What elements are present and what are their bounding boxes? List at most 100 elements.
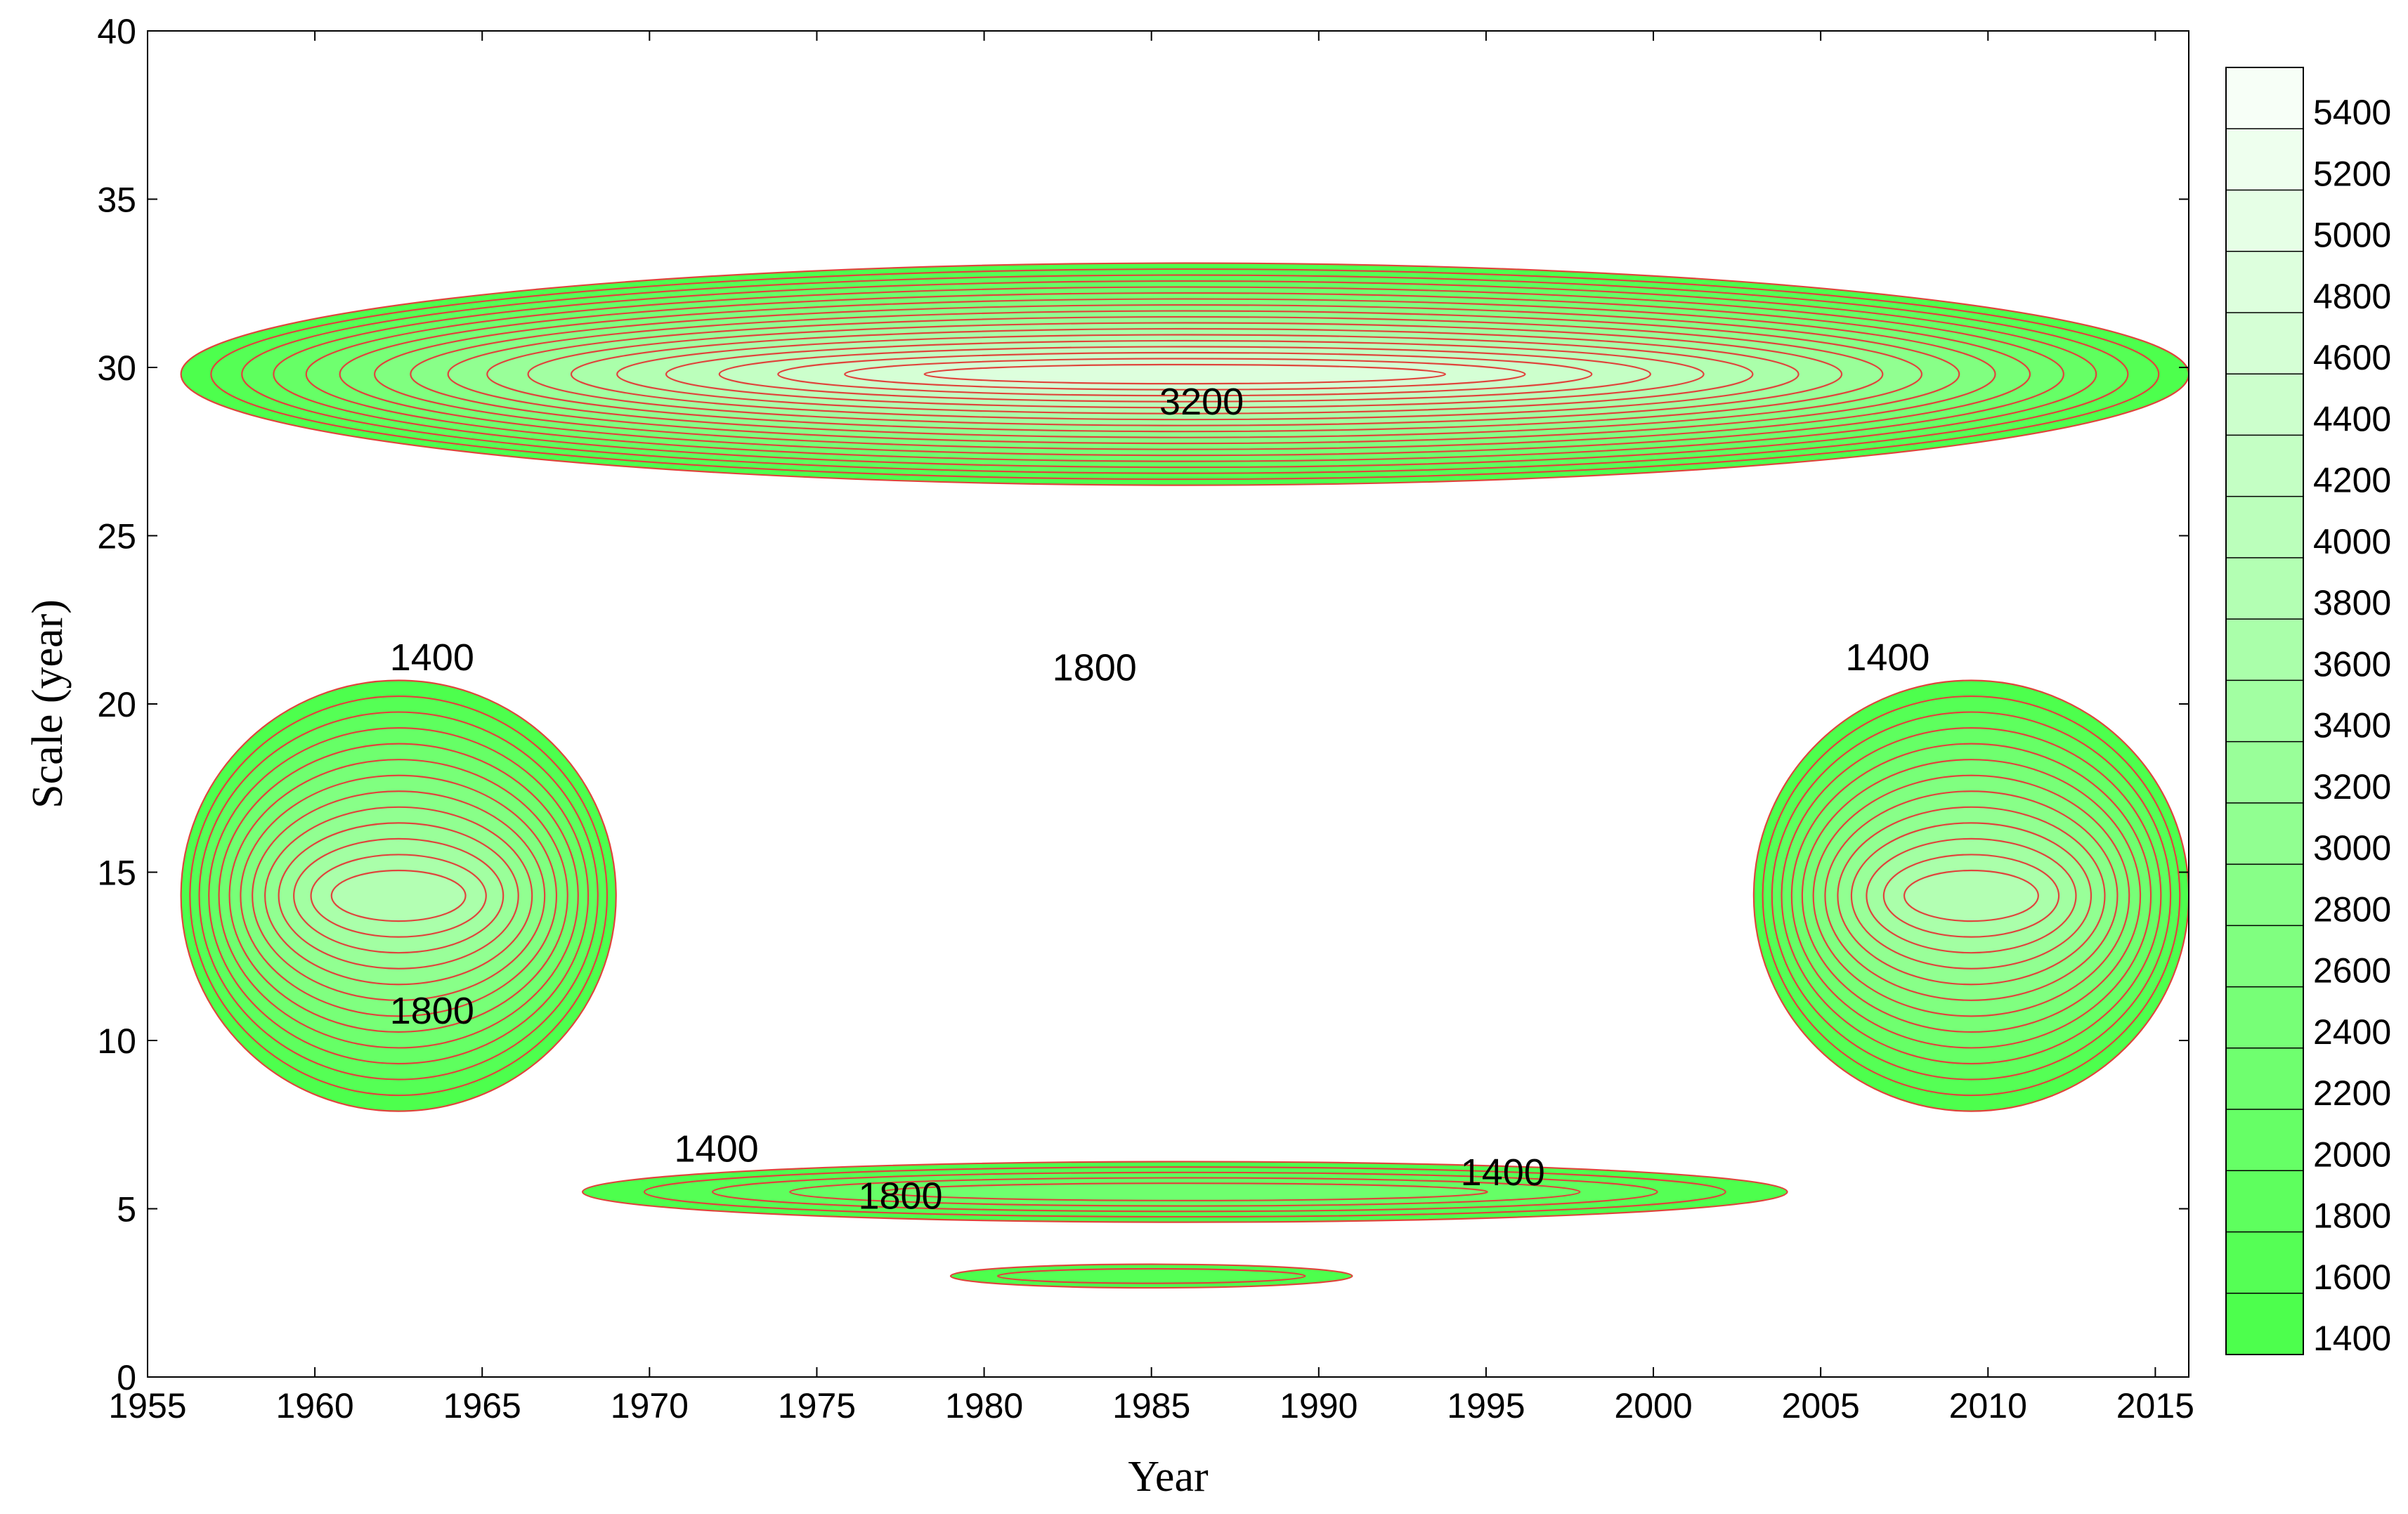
fill-level-2200 bbox=[882, 1183, 1488, 1201]
contour-region-band-28-year bbox=[181, 263, 2189, 485]
colorbar-swatch-3200 bbox=[2226, 741, 2303, 803]
contour-line-4200 bbox=[718, 346, 1651, 403]
x-tick-label: 1975 bbox=[778, 1386, 856, 1425]
contour-line-3000 bbox=[1837, 806, 2106, 986]
colorbar-label: 5400 bbox=[2313, 93, 2391, 132]
colorbar-label: 4200 bbox=[2313, 461, 2391, 500]
contour-line-2200 bbox=[881, 1182, 1488, 1201]
x-axis-title: Year bbox=[1128, 1453, 1209, 1501]
colorbar-swatch-5000 bbox=[2226, 190, 2303, 252]
colorbar-swatch-3400 bbox=[2226, 680, 2303, 742]
contour-line-1600 bbox=[1762, 695, 2181, 1097]
contour-line-2000 bbox=[1781, 726, 2162, 1065]
colorbar-swatch-3600 bbox=[2226, 619, 2303, 681]
colorbar: 1400 1600 1800 2000 2200 2400 2600 2800 3000 3200… bbox=[2225, 67, 2391, 1358]
contour-line-4400 bbox=[777, 351, 1593, 397]
contour-lines-band-28-year bbox=[180, 262, 2189, 486]
colorbar-label: 1800 bbox=[2313, 1196, 2391, 1236]
colorbar-swatch-2200 bbox=[2226, 1048, 2303, 1110]
x-tick-label: 2000 bbox=[1614, 1386, 1692, 1425]
colorbar-label: 4400 bbox=[2313, 399, 2391, 438]
contour-line-2200 bbox=[1790, 743, 2152, 1049]
contour-line-2800 bbox=[252, 790, 546, 1001]
y-tick-label: 5 bbox=[117, 1190, 136, 1229]
x-axis: 1955 1960 1965 1970 1975 1980 1985 1990 1995 2000… bbox=[108, 31, 2194, 1425]
contour-line-3000 bbox=[264, 806, 533, 986]
x-tick-label: 2015 bbox=[2116, 1386, 2194, 1425]
colorbar-label: 3800 bbox=[2313, 583, 2391, 622]
contour-line-3800 bbox=[616, 334, 1754, 415]
contour-label: 1400 bbox=[1461, 1151, 1545, 1194]
contour-line-3200 bbox=[486, 315, 1884, 433]
colorbar-swatch-4800 bbox=[2226, 251, 2303, 313]
contour-line-1600 bbox=[189, 695, 608, 1097]
colorbar-label: 4600 bbox=[2313, 338, 2391, 377]
fill-level-4800 bbox=[924, 364, 1445, 384]
contour-line-3800 bbox=[330, 869, 467, 922]
colorbar-swatch-4200 bbox=[2226, 435, 2303, 497]
contour-line-2600 bbox=[240, 774, 558, 1017]
y-tick-label: 35 bbox=[97, 181, 136, 220]
colorbar-swatch-1600 bbox=[2226, 1232, 2303, 1293]
fill-level-3800 bbox=[331, 870, 466, 922]
colorbar-swatch-4600 bbox=[2226, 312, 2303, 374]
contour-line-3800 bbox=[1903, 869, 2039, 922]
contour-line-2000 bbox=[273, 280, 2097, 469]
x-tick-label: 1960 bbox=[275, 1386, 353, 1425]
colorbar-frame bbox=[2225, 67, 2304, 1355]
contour-line-2400 bbox=[339, 292, 2031, 457]
x-tick-label: 1955 bbox=[108, 1386, 186, 1425]
contour-line-1800 bbox=[241, 274, 2129, 474]
contour-line-3600 bbox=[310, 854, 487, 938]
contour-region-band-13-year-left bbox=[181, 680, 616, 1111]
x-tick-label: 1995 bbox=[1447, 1386, 1525, 1425]
colorbar-label: 5200 bbox=[2313, 154, 2391, 193]
y-tick-label: 40 bbox=[97, 12, 136, 51]
contour-line-1600 bbox=[996, 1267, 1306, 1284]
colorbar-swatch-4000 bbox=[2226, 496, 2303, 558]
contour-label: 1400 bbox=[390, 637, 474, 679]
contour-line-1600 bbox=[643, 1166, 1726, 1218]
contour-line-2600 bbox=[1812, 774, 2130, 1017]
fill-level-1600 bbox=[997, 1268, 1306, 1284]
colorbar-swatch-1400 bbox=[2226, 1293, 2303, 1355]
contour-label: 1800 bbox=[1053, 646, 1137, 689]
colorbar-label: 1600 bbox=[2313, 1258, 2391, 1297]
colorbar-swatch-2600 bbox=[2226, 925, 2303, 987]
colorbar-label: 2600 bbox=[2313, 951, 2391, 991]
colorbar-label: 2800 bbox=[2313, 889, 2391, 929]
contour-line-2400 bbox=[228, 759, 568, 1033]
y-tick-label: 0 bbox=[117, 1358, 136, 1397]
colorbar-swatch-2000 bbox=[2226, 1109, 2303, 1171]
y-tick-label: 10 bbox=[97, 1022, 136, 1061]
contour-line-3400 bbox=[293, 837, 505, 954]
x-tick-label: 1990 bbox=[1280, 1386, 1358, 1425]
colorbar-label: 5000 bbox=[2313, 216, 2391, 255]
contour-label: 1800 bbox=[390, 990, 474, 1032]
contour-line-3200 bbox=[278, 822, 519, 970]
contour-lines-band-13-year-right bbox=[1752, 679, 2189, 1112]
contour-label: 1400 bbox=[675, 1128, 759, 1170]
contour-line-3600 bbox=[570, 327, 1800, 421]
colorbar-label: 3400 bbox=[2313, 706, 2391, 745]
colorbar-label: 2200 bbox=[2313, 1073, 2391, 1113]
contour-line-1600 bbox=[210, 268, 2160, 481]
contour-line-2600 bbox=[373, 298, 1996, 450]
y-tick-label: 20 bbox=[97, 685, 136, 724]
y-tick-label: 30 bbox=[97, 348, 136, 388]
contour-line-2200 bbox=[305, 286, 2064, 462]
contour-line-1400 bbox=[180, 679, 617, 1112]
contour-line-3000 bbox=[447, 310, 1923, 438]
x-tick-label: 1985 bbox=[1112, 1386, 1190, 1425]
y-axis-title: Scale (year) bbox=[24, 599, 72, 809]
colorbar-swatch-5400 bbox=[2226, 67, 2303, 129]
colorbar-swatch-2400 bbox=[2226, 986, 2303, 1048]
x-tick-label: 1965 bbox=[443, 1386, 521, 1425]
colorbar-label: 3200 bbox=[2313, 767, 2391, 807]
contour-line-1800 bbox=[198, 711, 599, 1081]
x-tick-label: 2005 bbox=[1782, 1386, 1860, 1425]
contour-line-3400 bbox=[1866, 837, 2077, 954]
colorbar-swatch-3800 bbox=[2226, 557, 2303, 620]
